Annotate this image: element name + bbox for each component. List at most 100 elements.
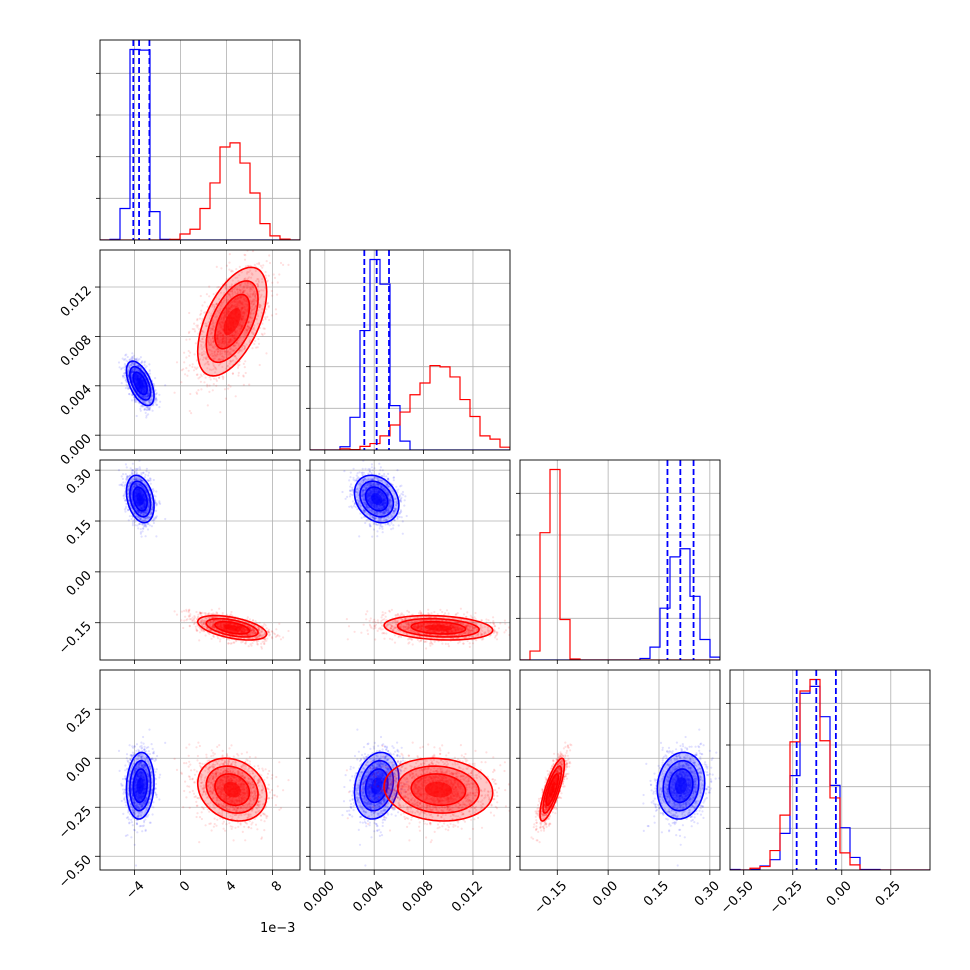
sample-point [152,487,155,491]
sample-point [243,311,246,314]
sample-point [196,326,199,329]
sample-point [133,485,136,488]
contour-red [205,280,259,364]
sample-point [212,308,216,311]
sample-point [256,262,259,265]
sample-point [210,616,213,619]
sample-point [198,328,201,331]
panel-frame [99,39,301,241]
sample-point [147,395,150,398]
sample-point [199,380,202,383]
sample-point [243,332,246,335]
sample-point [123,372,126,375]
sample-point [226,338,230,341]
sample-point [139,376,142,379]
sample-point [208,285,211,288]
sample-point [133,471,136,474]
sample-point [154,393,157,396]
sample-point [241,319,244,322]
sample-point [185,338,188,341]
sample-point [140,389,143,392]
sample-point [231,293,234,296]
sample-point [138,387,142,391]
sample-point [228,307,232,310]
sample-point [219,324,222,327]
sample-point [239,302,242,305]
sample-point [222,317,225,320]
sample-point [128,515,131,518]
sample-point [229,337,232,341]
sample-point [147,502,150,506]
sample-point [147,389,150,392]
sample-point [252,302,256,305]
sample-point [143,502,146,506]
sample-point [241,301,244,304]
sample-point [250,330,253,333]
sample-point [217,348,220,351]
sample-point [135,375,138,378]
sample-point [212,626,215,629]
sample-point [143,387,146,390]
sample-point [209,339,212,342]
sample-point [150,399,153,402]
sample-point [257,338,260,341]
sample-point [237,351,240,354]
sample-point [140,394,143,397]
sample-point [211,327,214,330]
sample-point [152,521,155,525]
sample-point [124,387,127,390]
sample-point [230,270,233,273]
sample-point [152,489,155,492]
sample-point [258,296,262,299]
sample-point [188,354,191,357]
sample-point [126,355,129,359]
sample-point [135,482,138,485]
sample-point [206,325,209,328]
sample-point [136,489,139,493]
sample-point [135,476,138,479]
sample-point [137,387,140,390]
sample-point [143,498,146,501]
sample-point [201,337,204,340]
sample-point [234,337,237,340]
sample-point [143,387,147,390]
sample-point [242,291,245,294]
sample-point [234,333,237,336]
sample-point [142,391,145,394]
sample-point [151,505,154,508]
sample-point [127,387,130,390]
sample-point [231,291,234,294]
sample-point [134,369,137,372]
sample-point [215,337,219,340]
sample-point [136,488,139,491]
sample-point [138,482,142,486]
sample-point [124,499,127,502]
sample-point [136,488,139,491]
sample-point [142,390,145,393]
sample-point [131,352,134,355]
sample-point [253,312,256,315]
sample-point [139,375,142,378]
sample-point [144,386,147,389]
sample-point [240,308,243,311]
sample-point [134,377,137,380]
sample-point [140,388,143,391]
sample-point [255,346,258,349]
sample-point [221,334,224,337]
sample-point [124,507,127,510]
sample-point [152,519,155,522]
sample-point [144,386,147,389]
sample-point [219,291,223,294]
sample-point [136,502,139,505]
sample-point [120,475,123,478]
sample-point [267,274,270,277]
sample-point [251,642,254,645]
sample-point [226,312,229,315]
sample-point [259,632,262,635]
sample-point [254,297,257,300]
sample-point [257,342,261,345]
sample-point [136,515,139,519]
sample-point [135,501,138,504]
sample-point [143,511,147,514]
contour-blue [129,365,152,401]
